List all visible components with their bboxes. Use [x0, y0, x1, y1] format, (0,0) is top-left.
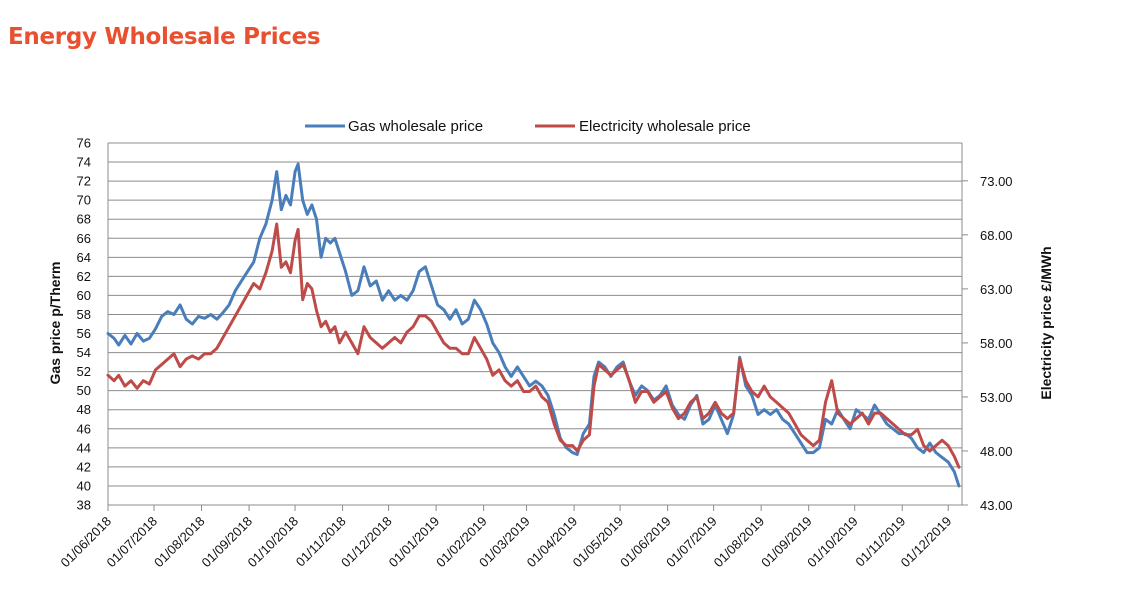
y-left-tick-label: 64 [77, 250, 91, 265]
y-right-tick-label: 53.00 [980, 390, 1013, 405]
y-right-tick-label: 73.00 [980, 174, 1013, 189]
gas-series-line [106, 162, 961, 488]
y-left-tick-label: 68 [77, 212, 91, 227]
legend: Gas wholesale price Electricity wholesale… [305, 118, 751, 135]
x-axis-ticks: 01/06/201801/07/201801/08/201801/09/2018… [57, 505, 954, 570]
y-right-tick-label: 68.00 [980, 228, 1013, 243]
y-left-tick-label: 56 [77, 326, 91, 341]
y-left-tick-label: 76 [77, 136, 91, 151]
legend-label-gas: Gas wholesale price [348, 118, 483, 135]
y-left-tick-label: 42 [77, 459, 91, 474]
y-right-tick-label: 48.00 [980, 444, 1013, 459]
y-left-tick-label: 60 [77, 288, 91, 303]
y-left-tick-label: 44 [77, 440, 91, 455]
y-left-tick-label: 52 [77, 364, 91, 379]
y-right-tick-label: 63.00 [980, 282, 1013, 297]
x-tick-label: 01/08/2019 [711, 514, 768, 571]
y-left-tick-label: 72 [77, 174, 91, 189]
y-left-tick-label: 48 [77, 402, 91, 417]
left-axis-ticks: 38 40 42 44 46 48 50 52 54 56 58 60 62 64 66 68 70 72 74 76 [77, 136, 91, 513]
y-left-tick-label: 54 [77, 345, 91, 360]
y-left-tick-label: 58 [77, 307, 91, 322]
electricity-series-line [106, 222, 961, 469]
page-title: Energy Wholesale Prices [8, 24, 321, 50]
y-left-axis-title: Gas price p/Therm [47, 262, 63, 385]
y-left-tick-label: 38 [77, 498, 91, 513]
gridlines [107, 142, 963, 506]
right-axis-ticks: 43.00 48.00 53.00 58.00 63.00 68.00 73.00 [962, 174, 1013, 513]
legend-label-electricity: Electricity wholesale price [579, 118, 751, 135]
y-left-tick-label: 62 [77, 269, 91, 284]
y-right-tick-label: 58.00 [980, 336, 1013, 351]
y-right-axis-title: Electricity price £/MWh [1038, 246, 1054, 399]
y-left-tick-label: 74 [77, 155, 91, 170]
y-left-tick-label: 70 [77, 193, 91, 208]
series-layer [106, 162, 961, 488]
x-tick-label: 01/01/2019 [386, 514, 443, 571]
y-right-tick-label: 43.00 [980, 498, 1013, 513]
y-left-tick-label: 40 [77, 478, 91, 493]
y-left-tick-label: 66 [77, 231, 91, 246]
x-tick-label: 01/08/2018 [151, 514, 208, 571]
y-left-tick-label: 50 [77, 383, 91, 398]
y-left-tick-label: 46 [77, 421, 91, 436]
